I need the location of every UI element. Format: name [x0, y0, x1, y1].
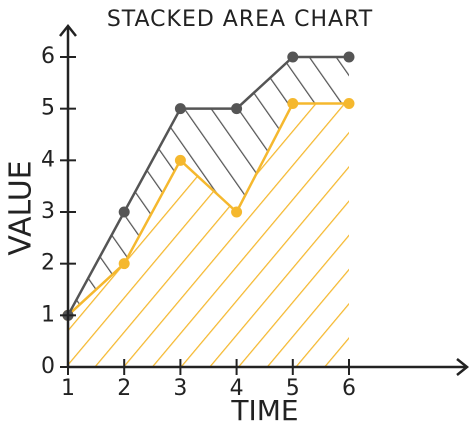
point	[287, 51, 299, 63]
line	[67, 102, 349, 317]
y-tick-label: 4	[41, 147, 55, 172]
y-axis-label: VALUE	[4, 160, 39, 255]
point	[118, 258, 130, 270]
y-tick-label: 6	[41, 44, 55, 69]
y-tick-label: 1	[41, 302, 55, 327]
x-tick-label: 6	[342, 376, 356, 401]
x-tick-label: 3	[173, 376, 187, 401]
x-tick-label: 1	[61, 376, 75, 401]
x-axis-arrow	[456, 358, 470, 376]
x-tick-label: 4	[230, 376, 244, 401]
y-axis-arrow	[59, 23, 77, 37]
y-tick-label: 0	[41, 354, 55, 379]
y-tick-label: 5	[41, 96, 55, 121]
point	[343, 51, 355, 63]
point	[118, 206, 130, 218]
x-tick-label: 2	[117, 376, 131, 401]
y-tick-label: 3	[41, 199, 55, 224]
chart-title: STACKED AREA CHART	[107, 7, 373, 32]
point	[231, 103, 243, 115]
x-tick-label: 5	[286, 376, 300, 401]
point	[287, 98, 299, 109]
line	[66, 55, 349, 316]
point	[231, 206, 243, 218]
point	[343, 98, 355, 109]
point	[174, 103, 186, 115]
y-tick-label: 2	[41, 251, 55, 276]
x-axis-label: TIME	[230, 394, 298, 427]
point	[174, 154, 186, 166]
area	[68, 57, 349, 316]
area	[68, 103, 349, 367]
